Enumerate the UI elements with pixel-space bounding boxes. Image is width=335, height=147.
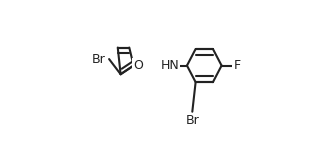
Text: Br: Br [186, 114, 199, 127]
Text: HN: HN [160, 59, 179, 72]
Text: O: O [133, 59, 143, 72]
Text: F: F [233, 59, 241, 72]
Text: Br: Br [92, 53, 106, 66]
